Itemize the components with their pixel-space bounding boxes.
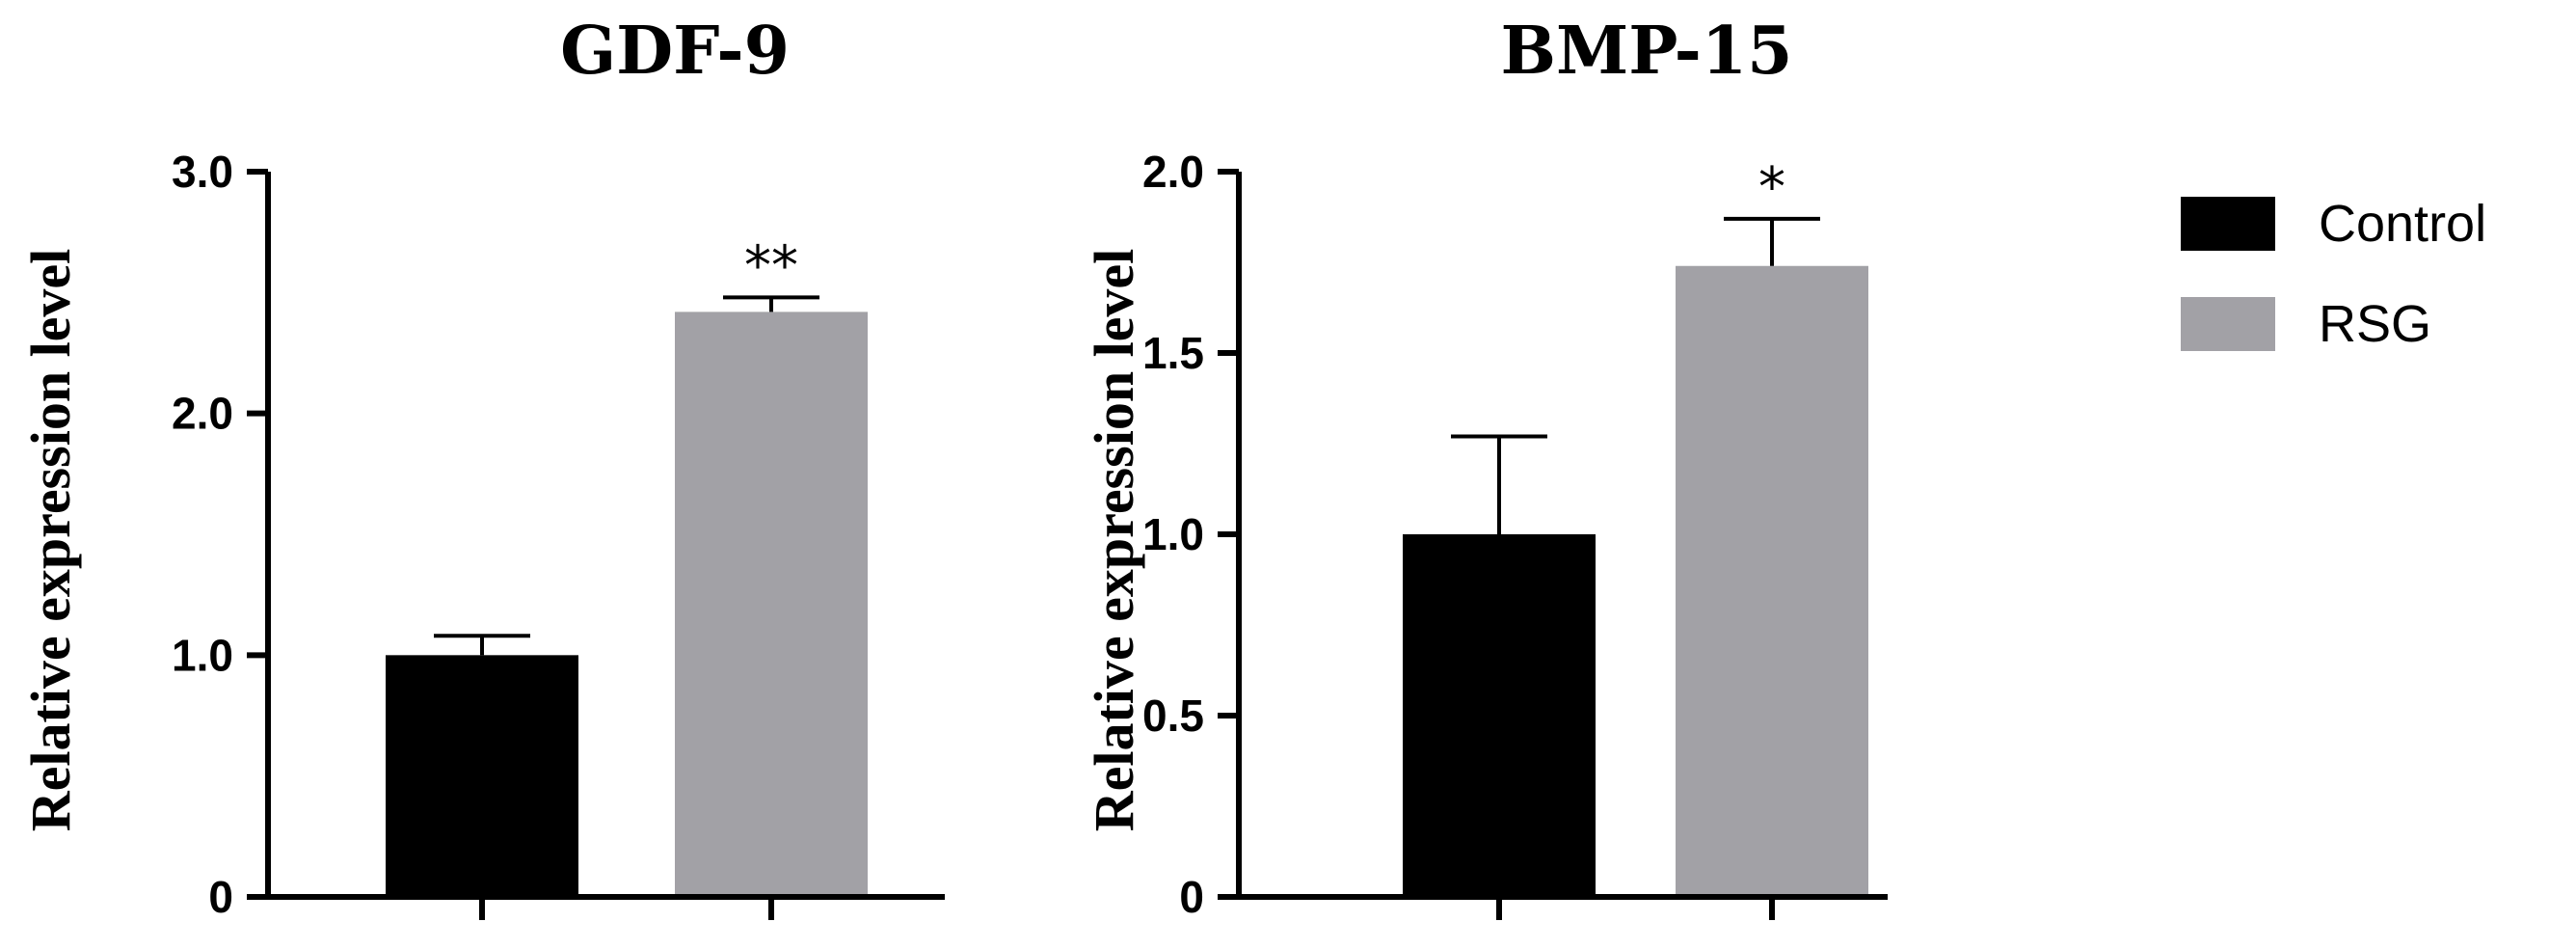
y-tick-label-bmp15-0: 0	[1179, 872, 1204, 922]
y-axis-label-gdf9: Relative expression level	[19, 249, 82, 832]
y-tick-label-bmp15-3: 1.5	[1142, 328, 1204, 378]
legend-label-rsg: RSG	[2319, 295, 2431, 353]
chart-title-bmp15: BMP-15	[1500, 13, 1792, 90]
y-tick-label-gdf9-2: 2.0	[172, 389, 233, 439]
chart-gdf9: GDF-9 Relative expression level 0 1.0 2.0 3…	[19, 13, 945, 922]
chart-bmp15: BMP-15 Relative expression level 0 0.5 1.0…	[1083, 13, 1888, 922]
chart-title-gdf9: GDF-9	[560, 13, 790, 90]
bars-gdf9: **	[386, 234, 868, 897]
axes-gdf9	[265, 172, 945, 920]
legend: Control RSG	[2181, 195, 2486, 353]
bar-gdf9-rsg	[675, 312, 868, 897]
legend-swatch-rsg	[2181, 297, 2275, 351]
y-ticks-gdf9: 0 1.0 2.0 3.0	[172, 147, 268, 922]
legend-label-control: Control	[2319, 195, 2486, 253]
y-tick-label-gdf9-1: 1.0	[172, 630, 233, 680]
significance-gdf9-rsg: **	[744, 234, 798, 297]
significance-bmp15-rsg: *	[1758, 156, 1785, 219]
y-tick-label-bmp15-2: 1.0	[1142, 509, 1204, 559]
y-tick-label-bmp15-1: 0.5	[1142, 691, 1204, 741]
bar-bmp15-control	[1403, 534, 1596, 897]
y-tick-label-bmp15-4: 2.0	[1142, 147, 1204, 197]
bars-bmp15: *	[1403, 156, 1868, 897]
legend-swatch-control	[2181, 197, 2275, 251]
bar-gdf9-control	[386, 655, 578, 897]
y-axis-label-bmp15: Relative expression level	[1083, 249, 1145, 832]
y-tick-label-gdf9-0: 0	[208, 872, 233, 922]
bar-bmp15-rsg	[1676, 265, 1868, 897]
y-ticks-bmp15: 0 0.5 1.0 1.5 2.0	[1142, 147, 1239, 922]
axes-bmp15	[1236, 172, 1888, 920]
y-tick-label-gdf9-3: 3.0	[172, 147, 233, 197]
